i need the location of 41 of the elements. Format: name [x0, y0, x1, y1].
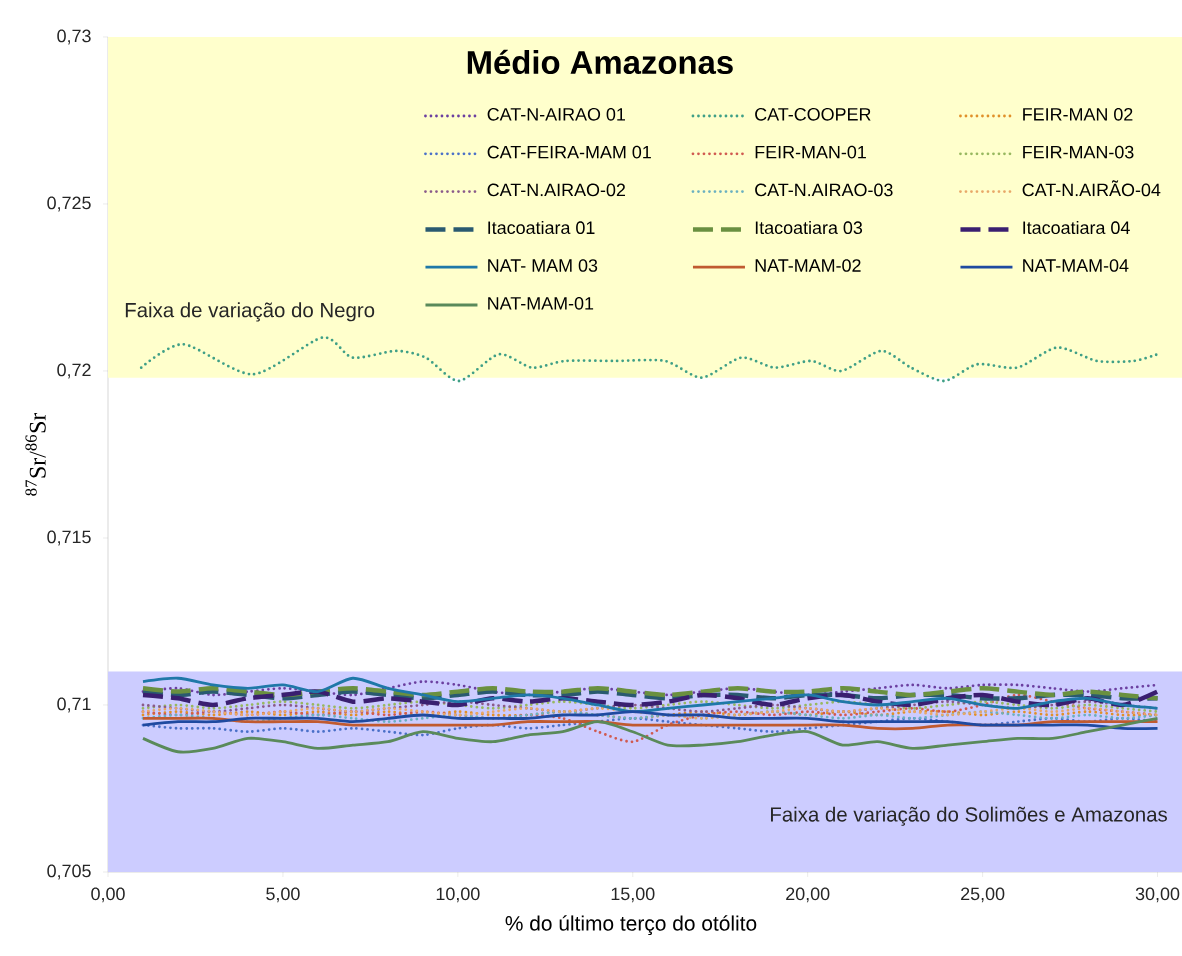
- line-series: [141, 676, 1159, 714]
- legend-label: NAT- MAM 03: [488, 259, 598, 272]
- y-tick-label: 0,725: [47, 196, 91, 212]
- legend-label: FEIR-MAN-01: [755, 145, 866, 159]
- x-tick-label: 30,00: [1135, 887, 1180, 903]
- legend-label: Itacoatiara 01: [488, 220, 595, 235]
- legend-label: CAT-N-AIRAO 01: [487, 107, 625, 121]
- x-tick-label: 5,00: [266, 887, 300, 903]
- y-axis-title: $^{87}$Sr/$^{86}$Sr: [25, 412, 46, 496]
- legend-label: CAT-COOPER: [755, 107, 871, 121]
- legend-label: CAT-N.AIRÃO-04: [1022, 180, 1161, 197]
- x-tick-label: 20,00: [786, 887, 830, 903]
- x-tick-label: 10,00: [436, 887, 480, 903]
- legend-label: Itacoatiara 03: [755, 220, 863, 235]
- line-series: [141, 710, 1159, 724]
- legend-label: CAT-FEIRA-MAM 01: [487, 145, 651, 159]
- legend-label: FEIR-MAN-03: [1023, 145, 1134, 159]
- x-axis-title: % do último terço do otólito: [505, 915, 757, 936]
- y-tick-label: 0,705: [47, 864, 91, 880]
- legend-label: Itacoatiara 04: [1023, 220, 1130, 235]
- y-tick-label: 0,73: [57, 29, 91, 45]
- x-tick-label: 25,00: [961, 887, 1005, 903]
- y-tick-label: 0,72: [57, 363, 91, 379]
- y-tick-label: 0,715: [47, 530, 91, 546]
- line-series: [140, 689, 1160, 708]
- line-series: [141, 700, 1159, 714]
- legend-label: CAT-N.AIRAO-02: [487, 183, 625, 197]
- band-label: Faixa de variação do Negro: [125, 302, 375, 322]
- legend-label: CAT-N.AIRAO-03: [755, 183, 893, 197]
- x-tick-label: 0,00: [91, 887, 125, 903]
- line-series: [141, 710, 1159, 730]
- y-tick-label: 0,71: [57, 697, 91, 713]
- legend-label: NAT-MAM-02: [755, 259, 861, 272]
- line-series: [139, 336, 1159, 383]
- legend-label: NAT-MAM-01: [488, 296, 594, 310]
- band-label: Faixa de variação do Solimões e Amazonas: [771, 806, 1167, 826]
- legend-label: FEIR-MAN 02: [1023, 107, 1133, 121]
- line-series: [141, 716, 1159, 754]
- chart-title: Médio Amazonas: [467, 49, 733, 75]
- x-tick-label: 15,00: [611, 887, 655, 903]
- legend-label: NAT-MAM-04: [1023, 259, 1129, 272]
